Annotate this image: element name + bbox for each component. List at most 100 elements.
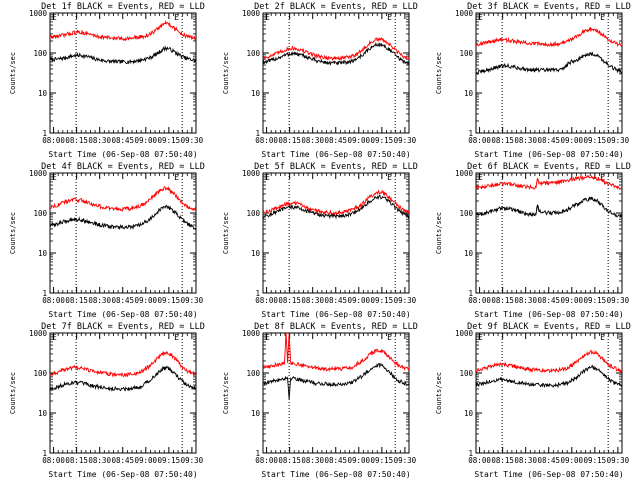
marker-label-left: E: [265, 173, 270, 182]
plot-panel-det2: Det 2f BLACK = Events, RED = LLD Counts/s…: [213, 0, 426, 160]
x-tick-label: 08:00: [42, 136, 65, 145]
x-axis-label: Start Time (06-Sep-08 07:50:40): [48, 150, 197, 159]
plot-panel-det8: Det 8f BLACK = Events, RED = LLD Counts/s…: [213, 320, 426, 480]
x-tick-label: 08:15: [65, 296, 88, 305]
x-tick-label: 08:45: [111, 456, 134, 465]
x-tick-label: 09:00: [135, 456, 158, 465]
series-events-line: [476, 51, 622, 75]
plot-svg: Det 8f BLACK = Events, RED = LLD Counts/s…: [222, 322, 418, 479]
plot-title: Det 9f BLACK = Events, RED = LLD: [467, 322, 631, 332]
x-tick-label: 08:45: [324, 456, 347, 465]
y-tick-label: 1: [255, 449, 260, 458]
x-tick-label: 08:45: [111, 296, 134, 305]
x-tick-label: 09:00: [561, 136, 584, 145]
x-axis-label: Start Time (06-Sep-08 07:50:40): [261, 310, 410, 319]
y-tick-label: 1: [42, 449, 47, 458]
x-tick-label: 09:15: [584, 136, 607, 145]
x-tick-label: 08:45: [537, 136, 560, 145]
plot-svg: Det 5f BLACK = Events, RED = LLD Counts/s…: [222, 162, 418, 319]
plot-frame: [49, 332, 197, 454]
y-tick-label: 1: [468, 289, 473, 298]
x-tick-label: 09:00: [135, 136, 158, 145]
plot-title: Det 6f BLACK = Events, RED = LLD: [467, 162, 631, 172]
plot-title: Det 2f BLACK = Events, RED = LLD: [254, 2, 418, 12]
x-tick-label: 08:15: [65, 456, 88, 465]
x-tick-label: 09:15: [584, 296, 607, 305]
x-tick-label: 09:15: [158, 136, 181, 145]
x-axis-label: Start Time (06-Sep-08 07:50:40): [48, 310, 197, 319]
y-tick-label: 1000: [455, 329, 474, 338]
plot-title: Det 8f BLACK = Events, RED = LLD: [254, 322, 418, 332]
y-tick-label: 10: [464, 409, 474, 418]
plot-svg: Det 9f BLACK = Events, RED = LLD Counts/s…: [435, 322, 631, 479]
x-tick-label: 09:30: [181, 296, 204, 305]
x-tick-label: 09:15: [371, 296, 394, 305]
x-tick-label: 08:45: [111, 136, 134, 145]
plot-frame: [49, 12, 197, 134]
plot-svg: Det 3f BLACK = Events, RED = LLD Counts/s…: [435, 2, 631, 159]
x-tick-label: 08:15: [278, 296, 301, 305]
x-tick-label: 08:15: [65, 136, 88, 145]
x-tick-label: 09:30: [181, 136, 204, 145]
x-tick-label: 08:00: [255, 456, 278, 465]
y-axis-label: Counts/sec: [222, 212, 230, 254]
y-tick-label: 1000: [455, 9, 474, 18]
y-tick-label: 1: [42, 129, 47, 138]
x-tick-label: 08:00: [468, 136, 491, 145]
plot-panel-det5: Det 5f BLACK = Events, RED = LLD Counts/s…: [213, 160, 426, 320]
y-tick-label: 100: [459, 369, 473, 378]
plot-frame: [475, 12, 623, 134]
y-tick-label: 100: [246, 209, 260, 218]
y-axis-label: Counts/sec: [435, 372, 443, 414]
x-tick-label: 09:30: [394, 456, 417, 465]
y-tick-label: 10: [464, 89, 474, 98]
plot-svg: Det 7f BLACK = Events, RED = LLD Counts/s…: [9, 322, 205, 479]
y-tick-label: 1000: [29, 9, 48, 18]
plot-svg: Det 6f BLACK = Events, RED = LLD Counts/s…: [435, 162, 631, 319]
y-tick-label: 1000: [242, 329, 261, 338]
y-tick-label: 1000: [242, 169, 261, 178]
x-tick-label: 08:00: [42, 296, 65, 305]
x-tick-label: 09:30: [607, 136, 630, 145]
marker-label-right: E: [387, 333, 392, 342]
y-tick-label: 10: [251, 89, 261, 98]
y-axis-label: Counts/sec: [9, 372, 17, 414]
x-tick-label: 08:30: [514, 456, 537, 465]
x-tick-label: 09:00: [135, 296, 158, 305]
y-tick-label: 10: [38, 409, 48, 418]
plot-svg: Det 1f BLACK = Events, RED = LLD Counts/s…: [9, 2, 205, 159]
plot-panel-det4: Det 4f BLACK = Events, RED = LLD Counts/s…: [0, 160, 213, 320]
marker-label-left: E: [265, 333, 270, 342]
plot-frame: [475, 172, 623, 294]
x-tick-label: 09:15: [371, 136, 394, 145]
y-axis-label: Counts/sec: [222, 52, 230, 94]
x-axis-label: Start Time (06-Sep-08 07:50:40): [261, 470, 410, 479]
x-tick-label: 08:45: [537, 456, 560, 465]
marker-label-right: E: [174, 13, 179, 22]
x-tick-label: 09:30: [394, 296, 417, 305]
marker-label-right: E: [174, 173, 179, 182]
marker-label-right: E: [600, 13, 605, 22]
plot-panel-det7: Det 7f BLACK = Events, RED = LLD Counts/s…: [0, 320, 213, 480]
x-axis-label: Start Time (06-Sep-08 07:50:40): [474, 150, 623, 159]
y-tick-label: 1: [255, 289, 260, 298]
series-events-line: [476, 196, 622, 219]
marker-label-left: E: [478, 13, 483, 22]
x-tick-label: 09:30: [181, 456, 204, 465]
y-tick-label: 1000: [29, 329, 48, 338]
x-tick-label: 08:45: [324, 136, 347, 145]
y-axis-label: Counts/sec: [222, 372, 230, 414]
y-tick-label: 1000: [455, 169, 474, 178]
series-events-line: [50, 365, 196, 392]
plot-frame: [475, 332, 623, 454]
series-lld-line: [263, 333, 409, 373]
series-events-line: [50, 204, 196, 231]
series-events-line: [476, 364, 622, 389]
x-tick-label: 09:00: [348, 456, 371, 465]
marker-label-right: E: [174, 333, 179, 342]
x-tick-label: 08:00: [255, 296, 278, 305]
series-lld-line: [50, 351, 196, 378]
plot-title: Det 3f BLACK = Events, RED = LLD: [467, 2, 631, 12]
x-tick-label: 08:00: [468, 296, 491, 305]
